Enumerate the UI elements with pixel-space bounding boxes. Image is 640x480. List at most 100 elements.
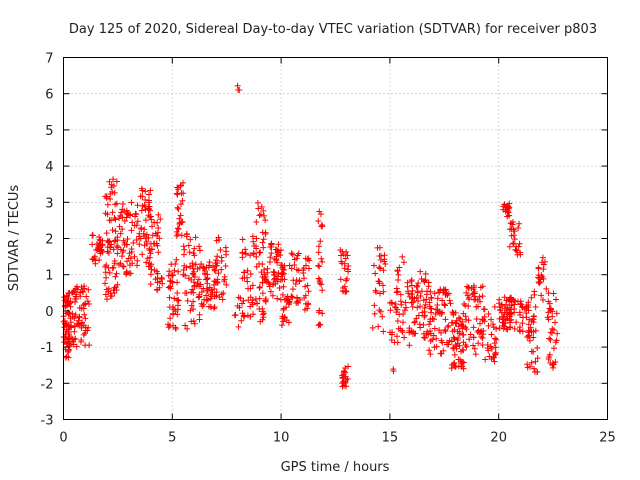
data-point (242, 250, 249, 257)
data-point (82, 330, 89, 337)
data-point (280, 283, 287, 290)
data-point (138, 207, 145, 214)
data-point (276, 284, 283, 291)
data-point (72, 335, 79, 342)
data-point (546, 305, 553, 312)
data-point (319, 287, 326, 294)
data-point (250, 238, 257, 245)
data-point (147, 281, 154, 288)
data-point (375, 323, 382, 330)
data-point (526, 337, 533, 344)
data-point (198, 289, 205, 296)
data-point (261, 212, 268, 219)
data-point (181, 262, 188, 269)
data-point (167, 283, 174, 290)
data-point (211, 303, 218, 310)
data-point (539, 296, 546, 303)
data-point (484, 345, 491, 352)
data-point (121, 218, 128, 225)
data-point (278, 270, 285, 277)
data-point (239, 254, 246, 261)
data-point (545, 316, 552, 323)
data-point (195, 276, 202, 283)
data-point (103, 194, 110, 201)
data-point (505, 209, 512, 216)
data-point (406, 342, 413, 349)
data-point (142, 196, 149, 203)
data-point (185, 242, 192, 249)
data-point (409, 294, 416, 301)
data-point (259, 290, 266, 297)
data-point (256, 249, 263, 256)
data-point (289, 251, 296, 258)
data-point (171, 295, 178, 302)
data-point (425, 283, 432, 290)
data-point (315, 243, 322, 250)
data-point (182, 322, 189, 329)
data-point (462, 313, 469, 320)
data-point (376, 244, 383, 251)
data-point (449, 309, 456, 316)
data-point (317, 321, 324, 328)
data-point (169, 304, 176, 311)
data-point (553, 296, 560, 303)
data-point (174, 289, 181, 296)
data-point (478, 333, 485, 340)
y-tick-label: 3 (45, 196, 53, 211)
data-point (371, 262, 378, 269)
data-point (296, 278, 303, 285)
data-point (337, 276, 344, 283)
data-point (196, 247, 203, 254)
data-point (319, 258, 326, 265)
data-point (103, 230, 110, 237)
data-point (318, 255, 325, 262)
data-point (527, 324, 534, 331)
data-point (463, 316, 470, 323)
data-point (247, 252, 254, 259)
data-point (253, 263, 260, 270)
data-point (236, 86, 243, 93)
data-point (108, 217, 115, 224)
data-point (485, 310, 492, 317)
data-point (260, 244, 267, 251)
data-point (119, 206, 126, 213)
data-point (155, 249, 162, 256)
data-point (456, 342, 463, 349)
data-point (339, 372, 346, 379)
x-tick-label: 10 (273, 431, 290, 446)
data-point (399, 329, 406, 336)
data-point (65, 295, 72, 302)
data-point (110, 176, 117, 183)
data-point (203, 276, 210, 283)
data-point (405, 290, 412, 297)
data-point (107, 195, 114, 202)
data-point (530, 365, 537, 372)
data-point (119, 263, 126, 270)
data-point (64, 341, 71, 348)
data-point (445, 341, 452, 348)
data-point (200, 285, 207, 292)
data-point (190, 306, 197, 313)
data-point (508, 232, 515, 239)
data-point (157, 278, 164, 285)
data-point (249, 297, 256, 304)
data-point (306, 257, 313, 264)
data-point (245, 285, 252, 292)
data-point (451, 326, 458, 333)
data-point (476, 329, 483, 336)
data-point (375, 278, 382, 285)
data-point (304, 305, 311, 312)
data-point (437, 329, 444, 336)
data-point (456, 330, 463, 337)
data-point (183, 233, 190, 240)
data-point (460, 331, 467, 338)
data-point (234, 302, 241, 309)
data-point (174, 279, 181, 286)
data-point (76, 304, 83, 311)
data-point (172, 260, 179, 267)
data-point (139, 187, 146, 194)
data-point (128, 199, 135, 206)
data-point (256, 295, 263, 302)
data-point (457, 358, 464, 365)
data-point (507, 294, 514, 301)
